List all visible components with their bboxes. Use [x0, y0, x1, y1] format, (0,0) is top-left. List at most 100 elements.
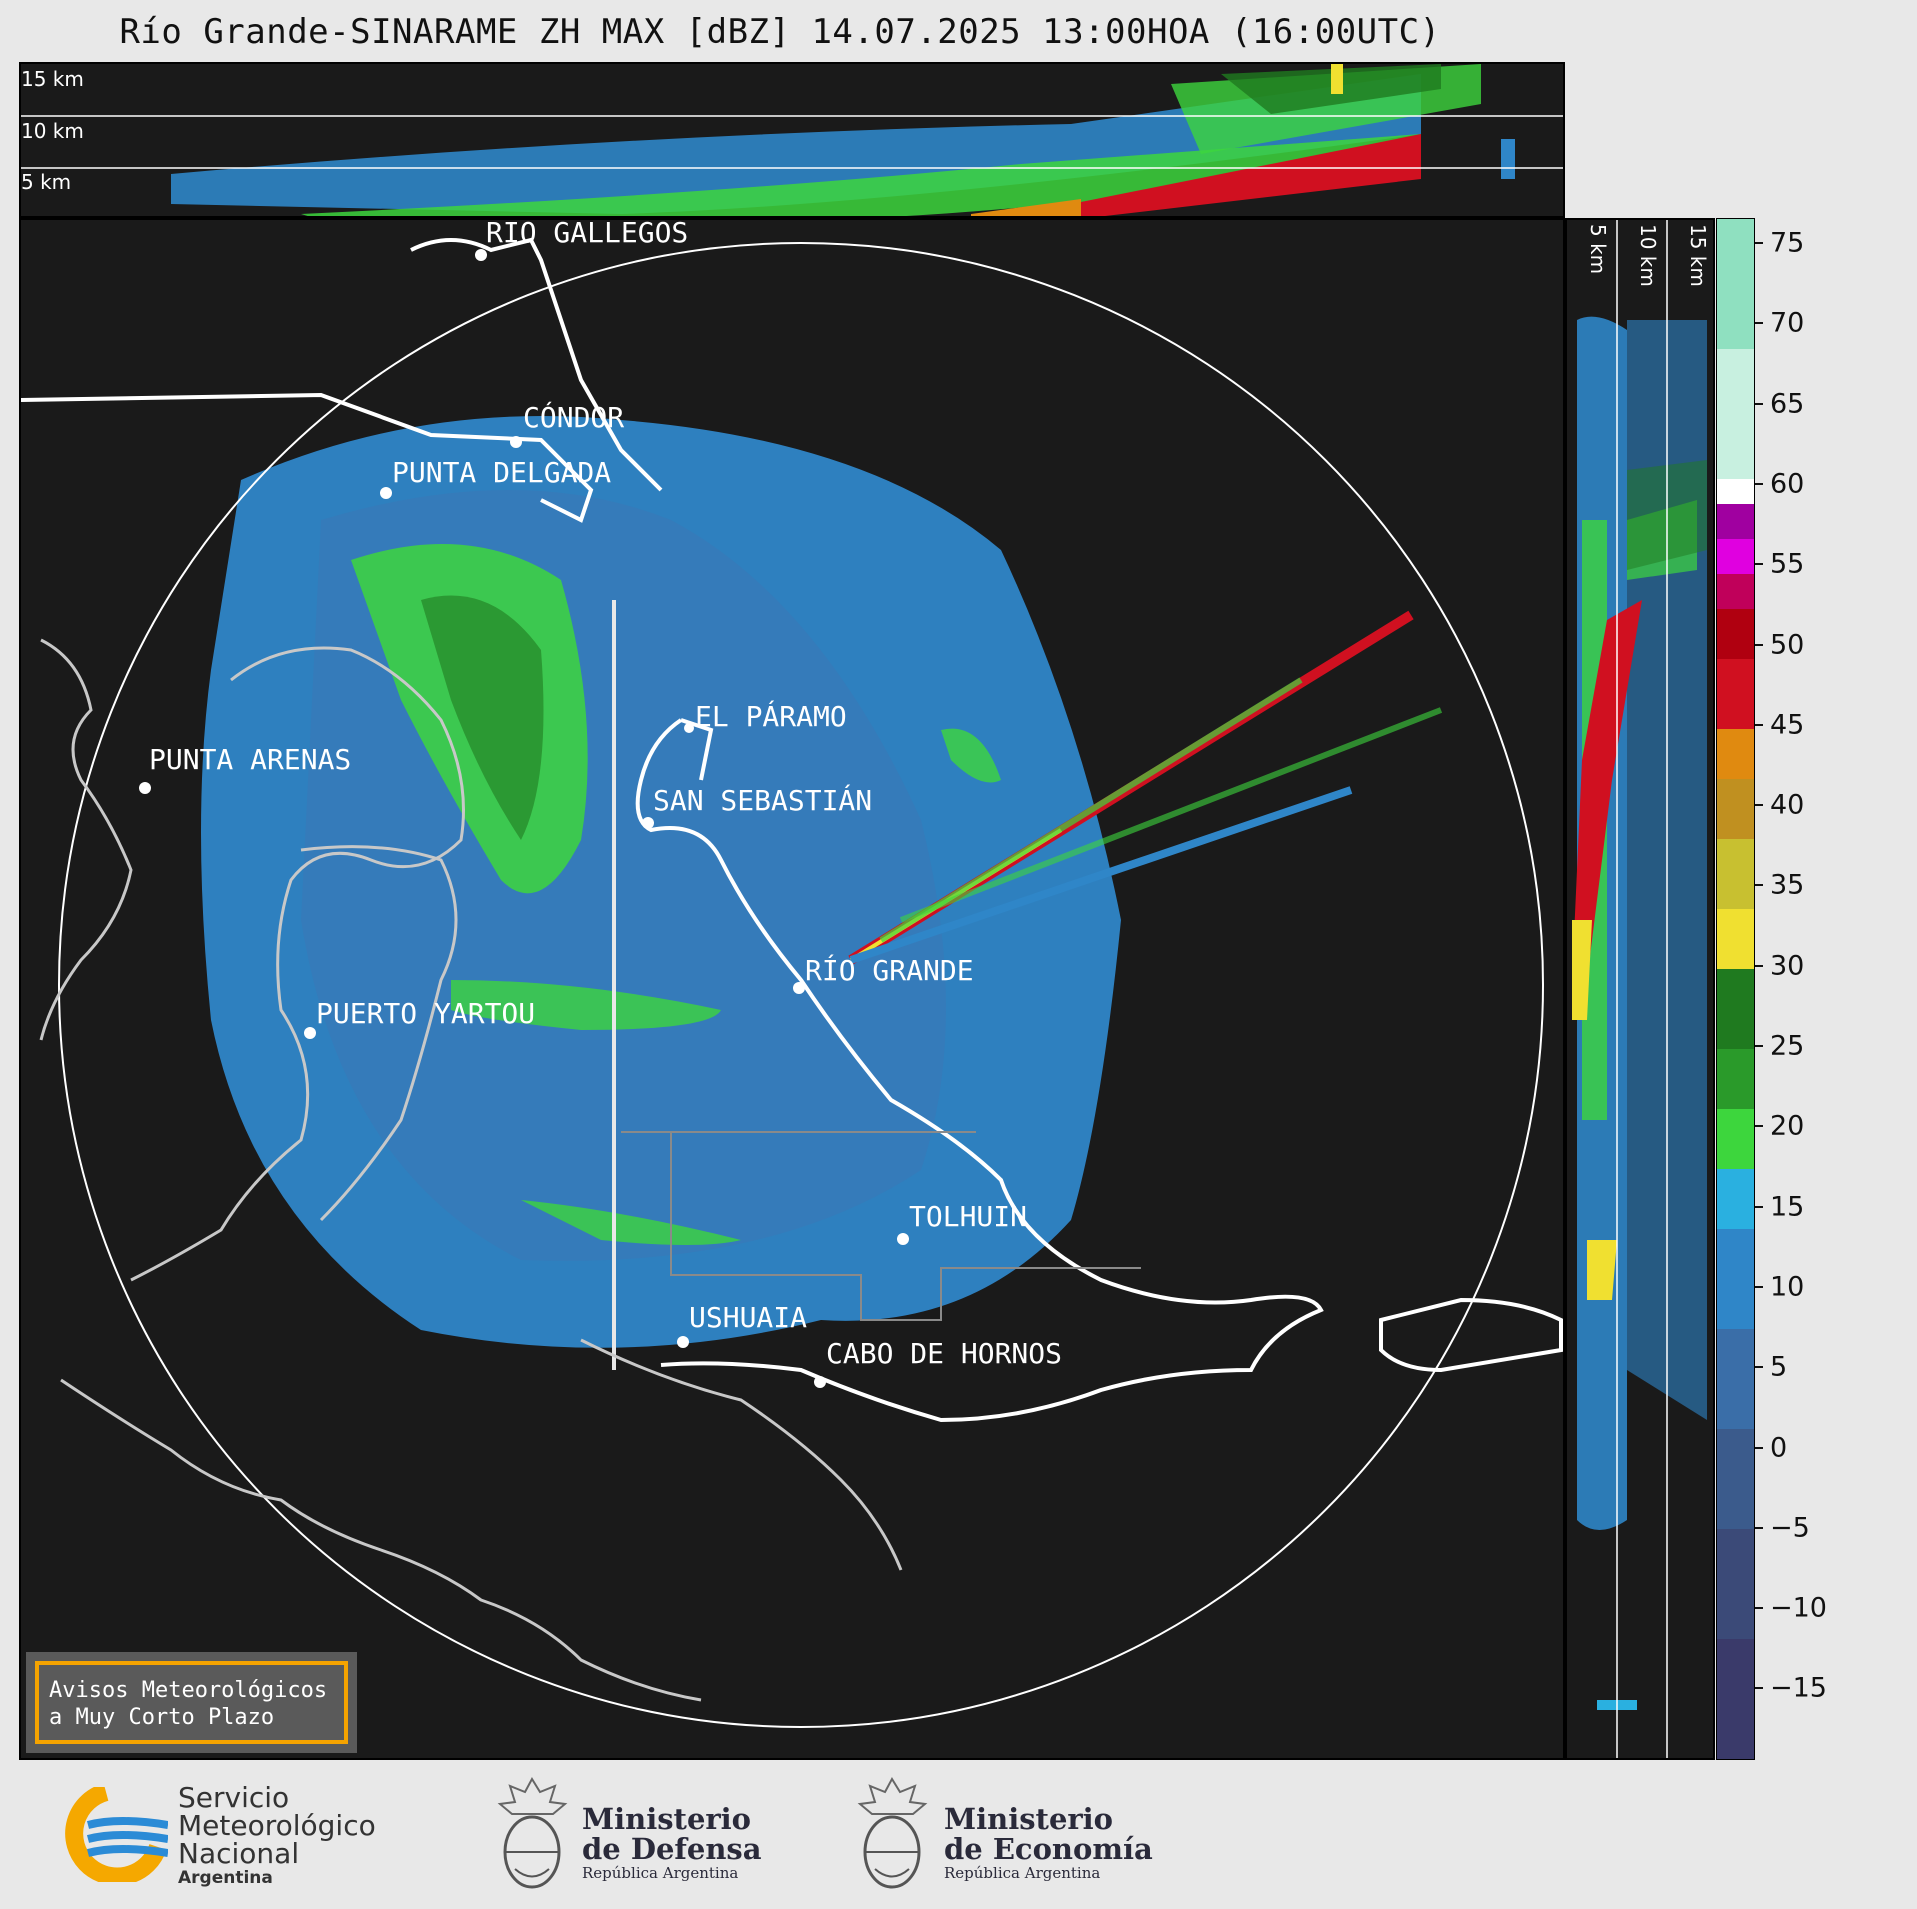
top-cross-section-svg: 15 km 10 km 5 km — [21, 64, 1563, 216]
city-condor[interactable]: CÓNDOR — [510, 400, 624, 448]
city-label: CABO DE HORNOS — [826, 1337, 1062, 1370]
colorbar-tick-label: −15 — [1770, 1672, 1827, 1704]
top-height-label-5: 5 km — [21, 170, 71, 194]
side-height-label-5: 5 km — [1586, 224, 1610, 274]
colorbar-tick-label: −10 — [1770, 1592, 1827, 1624]
coast-southern-islands — [60, 1378, 702, 1702]
colorbar-tick-mark — [1755, 1205, 1763, 1208]
colorbar-tick-label: 20 — [1770, 1110, 1805, 1142]
economia-logo-text: Ministerio de Economía República Argenti… — [944, 1804, 1153, 1882]
colorbar-tick-label: −5 — [1770, 1512, 1810, 1544]
city-label: PUERTO YARTOU — [316, 997, 535, 1030]
colorbar-tick-mark — [1755, 1285, 1763, 1288]
city-san-sebastian[interactable]: SAN SEBASTIÁN — [642, 783, 872, 829]
city-puerto-yartou[interactable]: PUERTO YARTOU — [304, 997, 535, 1039]
city-ushuaia[interactable]: USHUAIA — [677, 1301, 807, 1348]
colorbar-tick-mark — [1755, 804, 1763, 807]
echo-darkgreen-north — [421, 595, 544, 840]
page-title: Río Grande-SINARAME ZH MAX [dBZ] 14.07.2… — [119, 12, 1441, 52]
city-rio-gallegos[interactable]: RÍO GALLEGOS — [475, 220, 688, 261]
escudo-economia-icon — [857, 1776, 928, 1889]
city-el-paramo[interactable]: EL PÁRAMO — [684, 699, 847, 733]
colorbar-tick-label: 40 — [1770, 789, 1805, 821]
escudo-defensa-icon — [497, 1776, 568, 1889]
colorbar-tick-mark — [1755, 643, 1763, 646]
city-punta-arenas[interactable]: PUNTA ARENAS — [139, 743, 351, 794]
avisos-line1: Avisos Meteorológicos — [49, 1678, 328, 1703]
top-cross-section-panel: 15 km 10 km 5 km — [19, 62, 1565, 218]
radial-ray-green-2 — [899, 707, 1443, 923]
city-dot — [684, 723, 694, 733]
colorbar-tick-label: 10 — [1770, 1271, 1805, 1303]
colorbar-svg — [1717, 219, 1754, 1759]
colorbar-tick-mark — [1755, 402, 1763, 405]
colorbar-tick-mark — [1755, 1366, 1763, 1369]
side-cross-section-panel: 5 km 10 km 15 km — [1565, 218, 1715, 1760]
colorbar-tick-mark — [1755, 964, 1763, 967]
coast-isla-estados — [1379, 1297, 1563, 1373]
park-boundary — [621, 1131, 1141, 1321]
coast-chile-west — [130, 646, 465, 1282]
smn-logo-text: Servicio Meteorológico Nacional Argentin… — [178, 1781, 376, 1889]
city-dot — [642, 817, 654, 829]
colorbar-tick-mark — [1755, 482, 1763, 485]
top-height-label-10: 10 km — [21, 119, 84, 143]
defensa-line1: Ministerio — [582, 1802, 752, 1836]
economia-line2: de Economía — [944, 1832, 1153, 1866]
radial-ray-green — [879, 677, 1303, 943]
coast-beagle — [580, 1338, 903, 1571]
city-dot — [677, 1336, 689, 1348]
colorbar-tick-mark — [1755, 1125, 1763, 1128]
smn-line3: Nacional — [178, 1837, 300, 1870]
side-cross-section-svg: 5 km 10 km 15 km — [1572, 220, 1710, 1758]
city-label: RÍO GRANDE — [805, 953, 974, 987]
footer-logos: Servicio Meteorológico Nacional Argentin… — [0, 1762, 1917, 1909]
colorbar-tick-label: 25 — [1770, 1030, 1805, 1062]
economia-line3: República Argentina — [944, 1864, 1101, 1882]
city-dot — [814, 1376, 826, 1388]
city-dot — [897, 1233, 909, 1245]
colorbar-tick-label: 65 — [1770, 388, 1805, 420]
coast-gallegos — [410, 237, 663, 492]
avisos-inner: Avisos Meteorológicos a Muy Corto Plazo — [35, 1661, 348, 1744]
city-rio-grande[interactable]: RÍO GRANDE — [793, 953, 974, 994]
city-label: TOLHUIN — [909, 1200, 1027, 1233]
coast-tierra-del-fuego — [635, 718, 1324, 1423]
defensa-line3: República Argentina — [582, 1864, 739, 1882]
colorbar-tick-label: 15 — [1770, 1191, 1805, 1223]
city-dot — [475, 249, 487, 261]
echo-green-band — [451, 980, 721, 1030]
radar-map-svg[interactable]: RÍO GALLEGOS CÓNDOR PUNTA DELGADA PUNTA … — [21, 220, 1565, 1760]
city-label: RÍO GALLEGOS — [486, 220, 688, 249]
city-dot — [304, 1027, 316, 1039]
coast-el-paramo — [680, 718, 714, 781]
echo-green-south — [521, 1200, 741, 1245]
dbz-colorbar — [1716, 218, 1755, 1760]
side-height-label-10: 10 km — [1636, 224, 1660, 287]
colorbar-tick-mark — [1755, 1687, 1763, 1690]
city-punta-delgada[interactable]: PUNTA DELGADA — [380, 456, 611, 499]
city-tolhuin[interactable]: TOLHUIN — [897, 1200, 1027, 1245]
city-label: PUNTA ARENAS — [149, 743, 351, 776]
city-dot — [380, 487, 392, 499]
colorbar-tick-mark — [1755, 322, 1763, 325]
city-dot — [793, 982, 805, 994]
colorbar-tick-label: 5 — [1770, 1351, 1788, 1383]
city-dot — [510, 436, 522, 448]
colorbar-tick-mark — [1755, 563, 1763, 566]
avisos-button[interactable]: Avisos Meteorológicos a Muy Corto Plazo — [26, 1652, 357, 1753]
defensa-logo-text: Ministerio de Defensa República Argentin… — [582, 1804, 762, 1882]
colorbar-tick-mark — [1755, 242, 1763, 244]
city-cabo-de-hornos[interactable]: CABO DE HORNOS — [814, 1337, 1062, 1388]
colorbar-tick-label: 50 — [1770, 629, 1805, 660]
city-label: CÓNDOR — [523, 400, 624, 434]
colorbar-tick-mark — [1755, 1607, 1763, 1610]
colorbar-tick-label: 45 — [1770, 709, 1805, 741]
city-label: EL PÁRAMO — [695, 699, 847, 733]
colorbar-tick-mark — [1755, 1446, 1763, 1449]
colorbar-tick-label: 0 — [1770, 1432, 1788, 1463]
smn-line4: Argentina — [178, 1868, 273, 1888]
colorbar-tick-mark — [1755, 884, 1763, 887]
radar-map-panel[interactable]: RÍO GALLEGOS CÓNDOR PUNTA DELGADA PUNTA … — [19, 218, 1565, 1760]
smn-line1: Servicio — [178, 1781, 290, 1814]
